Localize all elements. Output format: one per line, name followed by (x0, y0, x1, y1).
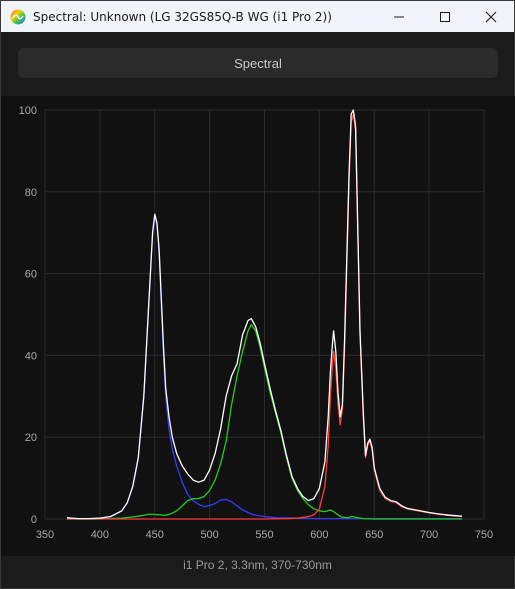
window-title: Spectral: Unknown (LG 32GS85Q-B WG (i1 P… (33, 9, 332, 24)
y-tick-label: 80 (25, 187, 37, 199)
maximize-button[interactable] (422, 1, 468, 32)
close-button[interactable] (468, 1, 514, 32)
x-tick-label: 600 (310, 529, 328, 541)
x-tick-label: 650 (365, 529, 383, 541)
tab-spectral[interactable]: Spectral (18, 48, 498, 78)
tick-labels: 350 400 450 500 550 600 650 700 750 0 20 40 60 80 100 (19, 105, 494, 541)
spectral-chart: 350 400 450 500 550 600 650 700 750 0 20 40 60 80 100 (1, 96, 515, 556)
x-tick-label: 550 (255, 529, 273, 541)
minimize-icon (394, 16, 404, 17)
y-tick-label: 60 (25, 269, 37, 281)
series-line-green (67, 324, 462, 520)
plot-background (1, 96, 515, 556)
x-tick-label: 350 (36, 529, 54, 541)
close-icon (485, 11, 497, 22)
series-lines (66, 109, 463, 520)
y-tick-label: 0 (31, 514, 37, 526)
x-tick-label: 500 (200, 529, 218, 541)
x-tick-label: 700 (420, 529, 438, 541)
chart-caption: i1 Pro 2, 3.3nm, 370-730nm (183, 558, 332, 572)
y-tick-label: 40 (25, 350, 37, 362)
x-tick-label: 400 (91, 529, 109, 541)
y-tick-label: 100 (19, 105, 37, 117)
y-tick-label: 20 (25, 432, 37, 444)
tab-spectral-label: Spectral (234, 55, 282, 71)
maximize-icon (440, 11, 450, 22)
title-bar[interactable]: Spectral: Unknown (LG 32GS85Q-B WG (i1 P… (1, 1, 514, 32)
x-tick-label: 450 (146, 529, 164, 541)
spectral-app-icon (10, 9, 26, 24)
minimize-button[interactable] (376, 1, 422, 32)
x-tick-label: 750 (475, 529, 493, 541)
series-line-white (66, 109, 463, 520)
window-controls (376, 1, 514, 32)
spectral-chart-svg: 350 400 450 500 550 600 650 700 750 0 20 40 60 80 100 (1, 96, 515, 556)
